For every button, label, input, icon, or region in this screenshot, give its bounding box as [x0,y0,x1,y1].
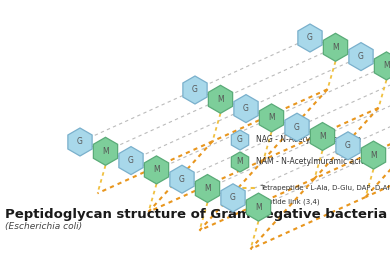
Text: Peptide link (3,4): Peptide link (3,4) [260,199,320,205]
Polygon shape [221,184,245,212]
Text: M: M [383,61,390,70]
Polygon shape [183,76,207,104]
Polygon shape [170,165,194,193]
Polygon shape [231,152,249,172]
Text: Peptidoglycan structure of Gram negative bacteria: Peptidoglycan structure of Gram negative… [5,208,387,221]
Text: G: G [179,175,185,184]
Polygon shape [336,132,360,160]
Text: M: M [332,43,339,52]
Text: G: G [345,141,351,150]
Text: G: G [307,34,313,43]
Text: NAM - N-Acetylmuramic acid: NAM - N-Acetylmuramic acid [256,157,366,167]
Polygon shape [144,156,168,184]
Text: G: G [77,137,83,146]
Polygon shape [231,130,249,150]
Polygon shape [285,113,309,141]
Text: G: G [243,104,249,113]
Text: M: M [102,147,109,156]
Text: G: G [237,136,243,144]
Polygon shape [119,147,143,175]
Text: M: M [237,157,243,167]
Polygon shape [208,85,232,113]
Polygon shape [68,128,92,156]
Text: G: G [230,193,236,202]
Text: G: G [128,156,134,165]
Polygon shape [362,141,386,169]
Text: M: M [255,203,262,212]
Text: NAG - N-Acetylglucosamine: NAG - N-Acetylglucosamine [256,136,361,144]
Text: M: M [153,165,160,174]
Text: M: M [370,151,377,160]
Polygon shape [259,104,284,132]
Text: M: M [319,132,326,141]
Polygon shape [323,33,347,61]
Text: G: G [192,85,198,95]
Polygon shape [298,24,322,52]
Text: G: G [358,52,364,61]
Polygon shape [349,43,373,71]
Polygon shape [93,137,118,165]
Polygon shape [195,174,220,202]
Polygon shape [234,95,258,123]
Text: M: M [268,113,275,122]
Polygon shape [246,193,271,221]
Text: M: M [204,184,211,193]
Polygon shape [374,52,390,80]
Polygon shape [310,123,335,151]
Text: (Escherichia coli): (Escherichia coli) [5,222,82,231]
Text: M: M [217,95,224,104]
Text: Tetrapeptide - L-Ala, D-Glu, DAP, D-Ala: Tetrapeptide - L-Ala, D-Glu, DAP, D-Ala [260,185,390,191]
Text: G: G [294,123,300,132]
